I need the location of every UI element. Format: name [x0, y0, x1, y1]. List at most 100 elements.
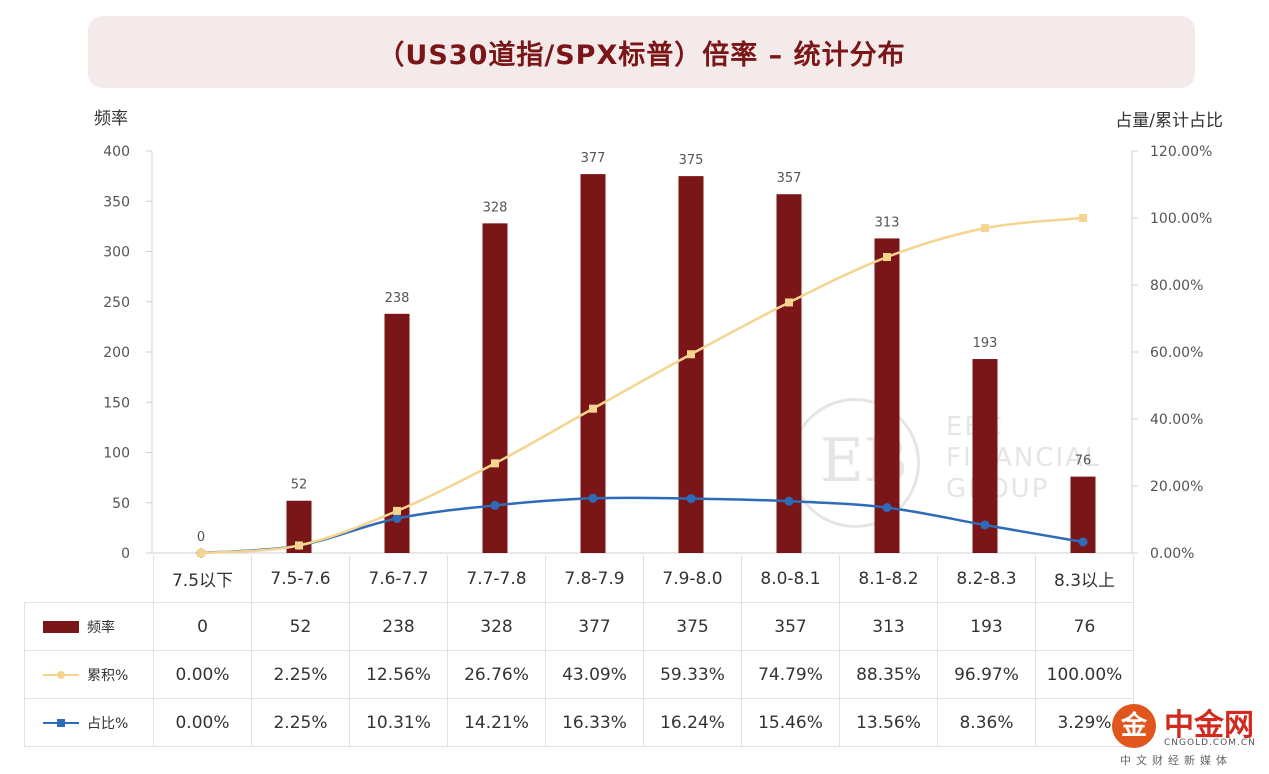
cumulative-line-point	[784, 496, 794, 506]
cumulative-cell: 74.79%	[741, 650, 840, 699]
watermark-line-2: FINANCIAL	[946, 443, 1102, 473]
logo-tagline: 中文财经新媒体	[1120, 754, 1232, 767]
left-tick-label: 350	[103, 194, 130, 210]
chart-title: （US30道指/SPX标普）倍率 – 统计分布	[377, 39, 906, 71]
cumulative-line-point	[882, 503, 892, 513]
share-cell: 15.46%	[741, 698, 840, 747]
share-cell: 0.00%	[153, 698, 252, 747]
bar-data-label: 357	[777, 171, 802, 186]
category-cell: 8.0-8.1	[741, 555, 840, 603]
data-table: 7.5以下 7.5-7.6 7.6-7.7 7.7-7.8 7.8-7.9 7.9-8.0…	[24, 555, 1134, 747]
category-cell: 8.2-8.3	[937, 555, 1036, 603]
cumulative-cell: 59.33%	[643, 650, 742, 699]
legend-frequency-label: 频率	[87, 619, 115, 636]
legend-frequency: 频率	[25, 617, 115, 637]
legend-share-swatch	[43, 719, 79, 727]
share-line-point	[883, 253, 891, 262]
category-row-blank	[24, 555, 154, 603]
share-line-point	[589, 404, 597, 413]
share-cell: 2.25%	[251, 698, 350, 747]
right-tick-label: 0.00%	[1150, 546, 1194, 562]
category-cell: 7.5以下	[153, 555, 252, 603]
logo-name: 中金网	[1164, 708, 1254, 743]
share-line	[200, 216, 1084, 555]
cumulative-cell: 88.35%	[839, 650, 938, 699]
share-cell: 14.21%	[447, 698, 546, 747]
frequency-row: 频率 0 52 238 328 377 375 357 313 193 76	[24, 602, 1134, 651]
share-line-point	[491, 459, 499, 468]
share-line-point	[981, 224, 989, 233]
bar-data-label: 313	[875, 215, 900, 230]
cumulative-line-point	[588, 493, 598, 503]
bar-data-labels: 0 52 238 328 377 375 357 313 193 76	[197, 151, 1091, 545]
category-cell: 8.1-8.2	[839, 555, 938, 603]
cumulative-cell: 96.97%	[937, 650, 1036, 699]
frequency-cell: 357	[741, 602, 840, 651]
share-row-header: 占比%	[24, 698, 154, 747]
frequency-cell: 313	[839, 602, 938, 651]
legend-bar-swatch	[43, 620, 79, 633]
bar	[874, 238, 900, 553]
cumulative-cell: 2.25%	[251, 650, 350, 699]
left-tick-label: 150	[103, 395, 130, 411]
frequency-cell: 377	[545, 602, 644, 651]
share-cell: 16.24%	[643, 698, 742, 747]
title-banner: （US30道指/SPX标普）倍率 – 统计分布	[88, 16, 1195, 88]
frequency-cell: 0	[153, 602, 252, 651]
legend-share: 占比%	[25, 713, 128, 733]
brand-logo: 金 中金网 CNGOLD.COM.CN 中文财经新媒体	[1112, 700, 1262, 770]
frequency-cell: 76	[1035, 602, 1134, 651]
left-tick-label: 300	[103, 245, 130, 261]
category-cell: 7.6-7.7	[349, 555, 448, 603]
cumulative-line-point	[980, 520, 990, 530]
right-tick-label: 120.00%	[1150, 144, 1212, 160]
bar-data-label: 193	[973, 336, 998, 351]
frequency-cell: 375	[643, 602, 742, 651]
bar-data-label: 328	[483, 200, 508, 215]
category-cell: 7.9-8.0	[643, 555, 742, 603]
category-cell: 7.7-7.8	[447, 555, 546, 603]
right-tick-label: 20.00%	[1150, 479, 1203, 495]
bar-data-label: 76	[1075, 454, 1092, 469]
frequency-cell: 52	[251, 602, 350, 651]
cumulative-row: 累积% 0.00% 2.25% 12.56% 26.76% 43.09% 59.33% 74…	[24, 650, 1134, 699]
share-cell: 8.36%	[937, 698, 1036, 747]
cumulative-line	[200, 496, 1084, 555]
left-tick-label: 0	[121, 546, 130, 562]
cumulative-line-series	[196, 493, 1088, 558]
category-cell: 8.3以上	[1035, 555, 1134, 603]
share-line-point	[1079, 214, 1087, 222]
category-cell: 7.5-7.6	[251, 555, 350, 603]
bar-data-label: 0	[197, 530, 205, 545]
legend-share-label: 占比%	[87, 716, 129, 732]
share-line-point	[393, 506, 401, 515]
cumulative-cell: 43.09%	[545, 650, 644, 699]
cumulative-line-point	[1078, 537, 1088, 547]
chart-axes: 0 50 100 150 200 250 300 350 400 0.00% 20.00% 40.00…	[103, 144, 1212, 562]
bar	[678, 176, 704, 553]
share-line-series	[197, 214, 1087, 557]
frequency-cell: 328	[447, 602, 546, 651]
share-cell: 10.31%	[349, 698, 448, 747]
cumulative-cell: 100.00%	[1035, 650, 1134, 699]
right-axis-title: 占量/累计占比	[1115, 111, 1223, 131]
cumulative-cell: 0.00%	[153, 650, 252, 699]
logo-icon: 金	[1112, 704, 1156, 748]
share-cell: 16.33%	[545, 698, 644, 747]
legend-cumulative: 累积%	[25, 665, 128, 685]
category-row: 7.5以下 7.5-7.6 7.6-7.7 7.7-7.8 7.8-7.9 7.9-8.0…	[24, 555, 1134, 603]
legend-cumulative-swatch	[43, 671, 79, 679]
right-tick-label: 80.00%	[1150, 278, 1203, 294]
bar-data-label: 52	[291, 478, 308, 493]
bar-data-label: 238	[385, 291, 410, 306]
cumulative-cell: 12.56%	[349, 650, 448, 699]
bar-data-label: 377	[581, 151, 606, 166]
cumulative-line-point	[490, 500, 500, 510]
cumulative-cell: 26.76%	[447, 650, 546, 699]
left-axis-title: 频率	[94, 109, 128, 129]
share-line-point	[295, 541, 303, 550]
share-line-point	[785, 298, 793, 307]
category-cell: 7.8-7.9	[545, 555, 644, 603]
share-cell: 13.56%	[839, 698, 938, 747]
share-row: 占比% 0.00% 2.25% 10.31% 14.21% 16.33% 16.24% 15…	[24, 698, 1134, 747]
